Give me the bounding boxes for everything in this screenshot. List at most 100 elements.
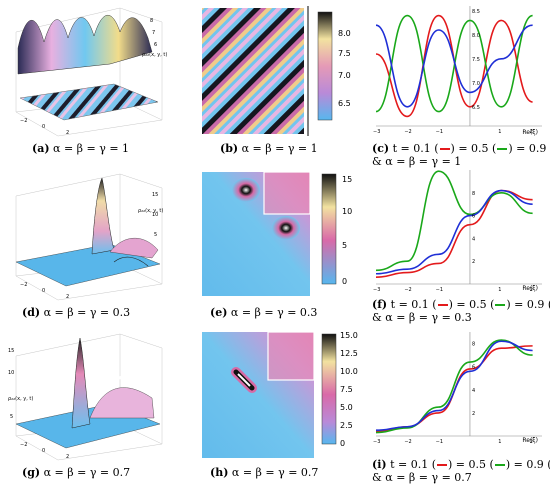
caption-c: (c) t = 0.1 () = 0.5 () = 0.9 () & α = β… <box>372 142 550 168</box>
caption-i-label: (i) <box>372 458 387 471</box>
x-tick-label: 1 <box>498 439 501 445</box>
surface-d-xtick-2: 0 <box>42 288 45 294</box>
x-tick-label: −1 <box>436 287 443 293</box>
legend-swatch-green <box>495 304 506 306</box>
caption-a-label: (a) <box>32 142 50 155</box>
surface-d-ztick-15: 15 <box>152 192 158 198</box>
colorbar-h-tick-1: 15.0 <box>340 331 358 340</box>
caption-h: (h) α = β = γ = 0.7 <box>210 466 318 479</box>
line-plot-f: Re(ξ) 8 6 4 2 −3 −2 −1 1 2 <box>370 166 548 303</box>
caption-f-sep1: ) = 0.5 ( <box>448 298 495 311</box>
surface-d-xtick-1: −2 <box>20 282 27 288</box>
caption-i-sep2: ) = 0.9 ( <box>505 458 550 471</box>
contour-plot-e: 15 10 5 0 <box>192 166 364 303</box>
y-tick-label: 4 <box>472 388 475 394</box>
x-tick-label: −2 <box>404 439 411 445</box>
surface-d-xtick-3: 2 <box>66 294 69 300</box>
surface-g-svg: ρ₂₂(x, y, t) 15 10 5 −2 0 2 <box>8 333 163 461</box>
surface-d-ztick-10: 10 <box>152 212 158 218</box>
surface-g-ztick-5: 5 <box>10 414 13 420</box>
surface-a-ztick-6: 6 <box>154 42 157 48</box>
colorbar-b-tick-3: 7.0 <box>338 71 351 80</box>
caption-c-sep1: ) = 0.5 ( <box>450 142 497 155</box>
y-tick-label: 6.5 <box>472 105 480 111</box>
colorbar-h-tick-5: 5.0 <box>340 403 353 412</box>
legend-swatch-green <box>494 464 505 466</box>
caption-i-sep1: ) = 0.5 ( <box>448 458 494 471</box>
surface-a-xtick-2: 0 <box>42 124 45 130</box>
y-tick-label: 6 <box>472 214 475 220</box>
surface-d-axis-label: ρ₂₂(x, y, t) <box>138 208 163 214</box>
y-tick-label: 6 <box>472 365 475 371</box>
y-tick-label: 8 <box>472 342 475 348</box>
colorbar-b-tick-2: 7.5 <box>338 49 351 58</box>
caption-a: (a) α = β = γ = 1 <box>32 142 129 155</box>
legend-swatch-green <box>497 148 508 150</box>
surface-g-ztick-10: 10 <box>8 370 14 376</box>
surface-plot-d: ρ₂₂(x, y, t) 15 10 5 −2 0 2 <box>2 166 174 303</box>
x-tick-label: 2 <box>530 287 533 293</box>
series-line-t05 <box>375 14 533 113</box>
y-tick-label: 8 <box>472 191 475 197</box>
caption-h-text: α = β = γ = 0.7 <box>231 466 319 479</box>
line-c-xlabel: Re(ξ) <box>522 129 538 136</box>
line-f-svg: Re(ξ) 8 6 4 2 −3 −2 −1 1 2 <box>373 170 542 293</box>
caption-g: (g) α = β = γ = 0.7 <box>22 466 130 479</box>
caption-c-sep2: ) = 0.9 ( <box>508 142 550 155</box>
colorbar-h-tick-7: 0 <box>340 439 345 448</box>
line-c-svg: Re(ξ) 8.5 8.0 7.5 7.0 6.5 −3 −2 −1 1 2 <box>373 6 542 136</box>
contour-h-svg: 15.0 12.5 10.0 7.5 5.0 2.5 0 <box>202 331 358 458</box>
caption-f-line1: t = 0.1 ( <box>390 298 437 311</box>
series-line-t09 <box>375 340 533 432</box>
caption-e-label: (e) <box>210 306 228 319</box>
contour-e-svg: 15 10 5 0 <box>202 171 352 296</box>
caption-d-text: α = β = γ = 0.3 <box>43 306 131 319</box>
surface-a-axis-label: ρ₂₂(x, y, t) <box>142 52 167 58</box>
colorbar-b-tick-1: 8.0 <box>338 29 351 38</box>
x-tick-label: 1 <box>498 129 501 135</box>
caption-e-text: α = β = γ = 0.3 <box>230 306 318 319</box>
y-tick-label: 2 <box>472 259 475 265</box>
colorbar-e-tick-15: 15 <box>342 175 352 184</box>
series-line-t05 <box>375 170 533 272</box>
colorbar-e-tick-0: 0 <box>342 277 347 286</box>
series-line-t09 <box>375 24 533 108</box>
caption-i-line1: t = 0.1 ( <box>390 458 437 471</box>
caption-i-line2: & α = β = γ = 0.7 <box>372 471 472 484</box>
legend-swatch-red <box>437 304 448 306</box>
colorbar-h-tick-2: 12.5 <box>340 349 358 358</box>
caption-e: (e) α = β = γ = 0.3 <box>210 306 317 319</box>
contour-plot-h: 15.0 12.5 10.0 7.5 5.0 2.5 0 <box>192 328 364 462</box>
y-tick-label: 7.5 <box>472 57 480 63</box>
series-line-t09 <box>375 189 533 275</box>
caption-f-sep2: ) = 0.9 ( <box>506 298 550 311</box>
series-line-t05 <box>375 339 533 434</box>
x-tick-label: −2 <box>404 129 411 135</box>
caption-b-label: (b) <box>220 142 239 155</box>
surface-g-xtick-1: −2 <box>20 442 27 448</box>
x-tick-label: −1 <box>436 439 443 445</box>
caption-a-text: α = β = γ = 1 <box>53 142 130 155</box>
colorbar-e-tick-5: 5 <box>342 241 347 250</box>
x-tick-label: −2 <box>404 287 411 293</box>
surface-g-axis-label: ρ₂₂(x, y, t) <box>8 396 33 402</box>
line-plot-c: Re(ξ) 8.5 8.0 7.5 7.0 6.5 −3 −2 −1 1 2 <box>370 2 548 139</box>
y-tick-label: 8.5 <box>472 9 480 15</box>
caption-d-label: (d) <box>22 306 41 319</box>
surface-a-xtick-3: 2 <box>66 130 69 136</box>
caption-f-label: (f) <box>372 298 388 311</box>
line-i-xlabel: Re(ξ) <box>522 437 538 444</box>
surface-g-xtick-3: 2 <box>66 454 69 460</box>
surface-g-ztick-15: 15 <box>8 348 14 354</box>
x-tick-label: 2 <box>530 129 533 135</box>
caption-f: (f) t = 0.1 () = 0.5 () = 0.9 () & α = β… <box>372 298 550 324</box>
y-tick-label: 4 <box>472 236 475 242</box>
surface-a-ztick-7: 7 <box>152 30 155 36</box>
contour-b-svg: 8.0 7.5 7.0 6.5 <box>202 6 351 136</box>
contour-plot-b: 8.0 7.5 7.0 6.5 <box>192 2 364 139</box>
x-tick-label: 2 <box>530 439 533 445</box>
colorbar-h-tick-6: 2.5 <box>340 421 353 430</box>
caption-d: (d) α = β = γ = 0.3 <box>22 306 130 319</box>
surface-plot-g: ρ₂₂(x, y, t) 15 10 5 −2 0 2 <box>2 328 174 462</box>
caption-i: (i) t = 0.1 () = 0.5 () = 0.9 () & α = β… <box>372 458 550 484</box>
